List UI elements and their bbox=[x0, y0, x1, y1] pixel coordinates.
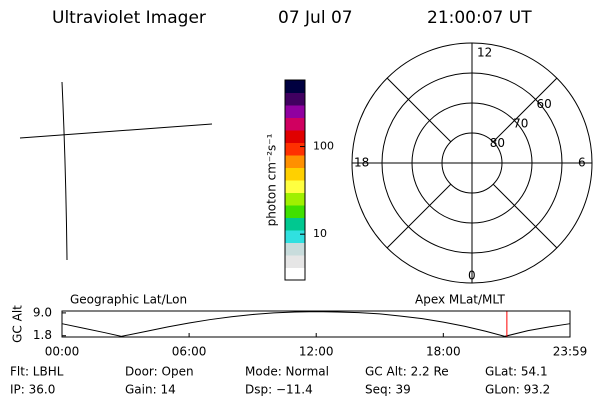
colorbar-band bbox=[285, 255, 305, 268]
hour-label: 12 bbox=[477, 46, 492, 60]
polar-ring bbox=[441, 132, 503, 194]
colorbar-label: photon cm⁻²s⁻¹ bbox=[265, 133, 279, 226]
colorbar-band bbox=[285, 180, 305, 193]
colorbar-frame bbox=[284, 79, 306, 281]
status-field: Flt: LBHL bbox=[10, 365, 64, 379]
colorbar-band bbox=[285, 117, 305, 131]
polar-ring-label: 80 bbox=[490, 136, 505, 150]
colorbar-band bbox=[285, 155, 305, 168]
colorbar-band bbox=[285, 192, 305, 206]
x-tick-label: 18:00 bbox=[426, 345, 461, 359]
status-field: GLat: 54.1 bbox=[485, 365, 548, 379]
colorbar-band bbox=[285, 167, 305, 181]
status-field: Door: Open bbox=[125, 365, 194, 379]
hour-label: 0 bbox=[468, 269, 476, 283]
map-grid bbox=[19, 81, 213, 261]
status-field: Mode: Normal bbox=[245, 365, 329, 379]
colorbar-band bbox=[285, 267, 305, 281]
status-field: Dsp: −11.4 bbox=[245, 383, 313, 397]
polar-spoke bbox=[492, 77, 558, 143]
longitude-line bbox=[61, 81, 68, 261]
polar-spoke bbox=[386, 183, 452, 249]
x-tick-label: 00:00 bbox=[45, 345, 80, 359]
latitude-line bbox=[19, 123, 213, 139]
colorbar-tick-label: 100 bbox=[313, 140, 334, 153]
colorbar-band bbox=[285, 205, 305, 218]
time: 21:00:07 UT bbox=[427, 8, 532, 28]
y-tick-label: 9.0 bbox=[33, 305, 52, 319]
x-tick-label: 06:00 bbox=[172, 345, 207, 359]
colorbar-band bbox=[285, 217, 305, 231]
polar-spoke bbox=[492, 183, 558, 249]
x-tick-label: 12:00 bbox=[299, 345, 334, 359]
panel-label: Geographic Lat/Lon bbox=[70, 293, 187, 307]
colorbar-band bbox=[285, 230, 305, 243]
polar-ring bbox=[381, 72, 563, 254]
hour-label: 18 bbox=[354, 156, 369, 170]
y-axis-label: GC Alt bbox=[11, 305, 25, 343]
status-field: Gain: 14 bbox=[125, 383, 176, 397]
x-tick-label: 23:59 bbox=[553, 345, 588, 359]
hour-label: 6 bbox=[578, 156, 586, 170]
colorbar-tick-label: 10 bbox=[313, 227, 327, 240]
panel-label: Apex MLat/MLT bbox=[415, 293, 505, 307]
date: 07 Jul 07 bbox=[278, 8, 353, 28]
title: Ultraviolet Imager bbox=[52, 8, 206, 28]
polar-spoke bbox=[386, 77, 452, 143]
plot-frame bbox=[61, 310, 571, 338]
polar-ring-label: 60 bbox=[537, 97, 552, 111]
status-field: GLon: 93.2 bbox=[485, 383, 550, 397]
colorbar-band bbox=[285, 142, 305, 156]
colorbar-band bbox=[285, 80, 305, 93]
colorbar-band bbox=[285, 130, 305, 143]
y-tick-label: 1.8 bbox=[33, 328, 52, 342]
status-field: GC Alt: 2.2 Re bbox=[365, 365, 449, 379]
polar-ring bbox=[411, 102, 533, 224]
status-field: IP: 36.0 bbox=[10, 383, 55, 397]
altitude-line bbox=[61, 311, 571, 337]
colorbar-band bbox=[285, 242, 305, 256]
colorbar-band bbox=[285, 105, 305, 118]
polar-ring-label: 70 bbox=[513, 117, 528, 131]
colorbar-band bbox=[285, 92, 305, 106]
status-field: Seq: 39 bbox=[365, 383, 411, 397]
